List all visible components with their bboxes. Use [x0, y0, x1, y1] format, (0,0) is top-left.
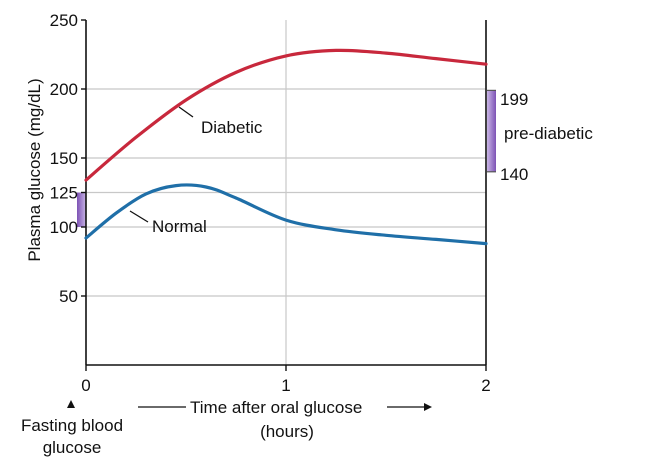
range-high-label: 199 [500, 90, 528, 109]
diabetic-label: Diabetic [201, 118, 263, 137]
x-tick-label-1: 1 [281, 376, 290, 395]
y-tick-label-150: 150 [50, 149, 78, 168]
x-label-arrowhead [424, 403, 432, 411]
x-axis-label: Time after oral glucose [190, 398, 362, 417]
fasting-label-line1: Fasting blood [21, 416, 123, 435]
axes [81, 19, 487, 371]
normal-leader-line [129, 210, 149, 223]
range-low-label: 140 [500, 165, 528, 184]
y-tick-label-50: 50 [59, 287, 78, 306]
series-line-diabetic [84, 48, 488, 182]
y-tick-label-125: 125 [50, 184, 78, 203]
y-tick-label-200: 200 [50, 80, 78, 99]
x-tick-label-2: 2 [481, 376, 490, 395]
fasting-label-line2: glucose [43, 438, 102, 457]
diabetic-leader-line [178, 106, 194, 118]
x-tick-label-0: 0 [81, 376, 90, 395]
tick-labels: 50 100 125 150 200 250 0 1 2 [50, 11, 491, 395]
range-bar-right [487, 90, 496, 172]
x-axis-label-units: (hours) [260, 422, 314, 441]
y-axis-label: Plasma glucose (mg/dL) [25, 78, 44, 261]
y-tick-label-250: 250 [50, 11, 78, 30]
fasting-arrowhead [67, 400, 75, 408]
y-tick-label-100: 100 [50, 218, 78, 237]
normal-label: Normal [152, 217, 207, 236]
range-bars [77, 89, 496, 227]
series-lines [84, 48, 488, 246]
range-bar-left [77, 192, 86, 227]
series-line-normal [84, 183, 488, 246]
range-name-label: pre-diabetic [504, 124, 593, 143]
